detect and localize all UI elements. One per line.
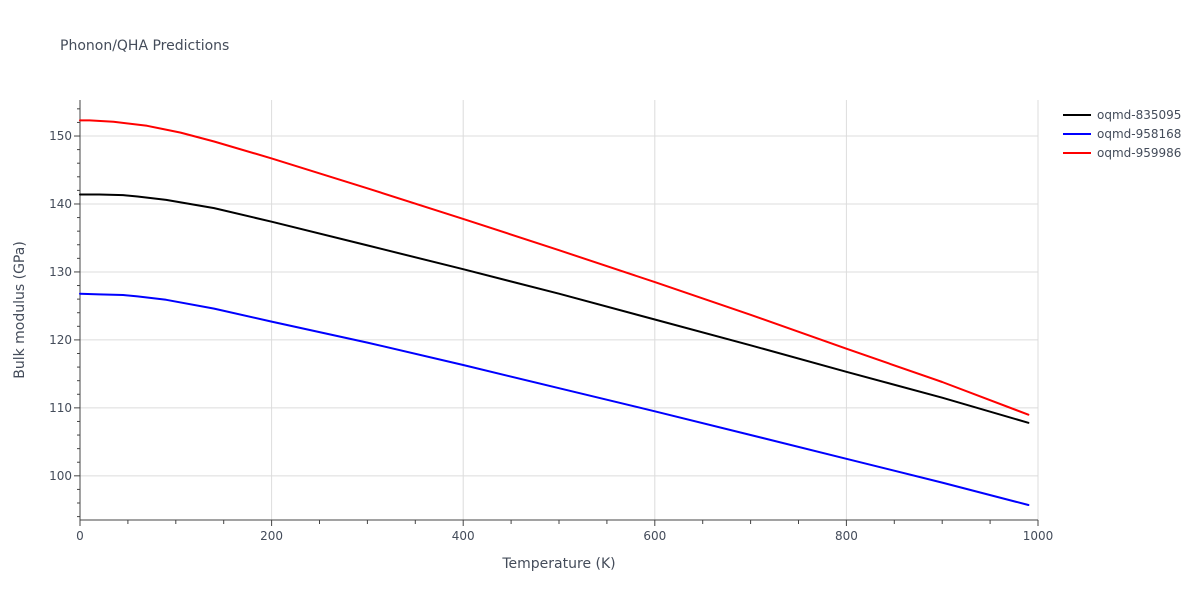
series-lines: [79, 119, 1030, 506]
x-tick-labels: 0 200 400 600 800 1000: [76, 529, 1053, 543]
y-tick-label: 150: [49, 129, 72, 143]
x-axis-label: Temperature (K): [501, 556, 615, 572]
y-tick-label: 120: [49, 333, 72, 347]
legend-item-oqmd-959986[interactable]: oqmd-959986: [1063, 146, 1181, 160]
x-tick-label: 600: [643, 529, 666, 543]
legend[interactable]: oqmd-835095 oqmd-958168 oqmd-959986: [1063, 108, 1181, 160]
series-line-oqmd-959986: [79, 119, 1030, 416]
x-tick-label: 0: [76, 529, 84, 543]
y-tick-label: 100: [49, 469, 72, 483]
legend-label: oqmd-958168: [1097, 127, 1181, 141]
x-tick-label: 800: [835, 529, 858, 543]
grid: [80, 100, 1039, 520]
x-tick-label: 400: [452, 529, 475, 543]
chart-title: Phonon/QHA Predictions: [60, 38, 229, 54]
legend-item-oqmd-958168[interactable]: oqmd-958168: [1063, 127, 1181, 141]
legend-label: oqmd-835095: [1097, 108, 1181, 122]
legend-item-oqmd-835095[interactable]: oqmd-835095: [1063, 108, 1181, 122]
axes: [74, 100, 1039, 526]
y-tick-label: 110: [49, 401, 72, 415]
series-line-oqmd-835095: [79, 193, 1030, 424]
legend-label: oqmd-959986: [1097, 146, 1181, 160]
series-line-oqmd-958168: [79, 292, 1030, 506]
y-tick-label: 140: [49, 197, 72, 211]
x-tick-label: 200: [260, 529, 283, 543]
y-tick-labels: 100 110 120 130 140 150: [49, 129, 72, 483]
y-axis-label: Bulk modulus (GPa): [12, 241, 28, 379]
x-tick-label: 1000: [1023, 529, 1054, 543]
y-tick-label: 130: [49, 265, 72, 279]
